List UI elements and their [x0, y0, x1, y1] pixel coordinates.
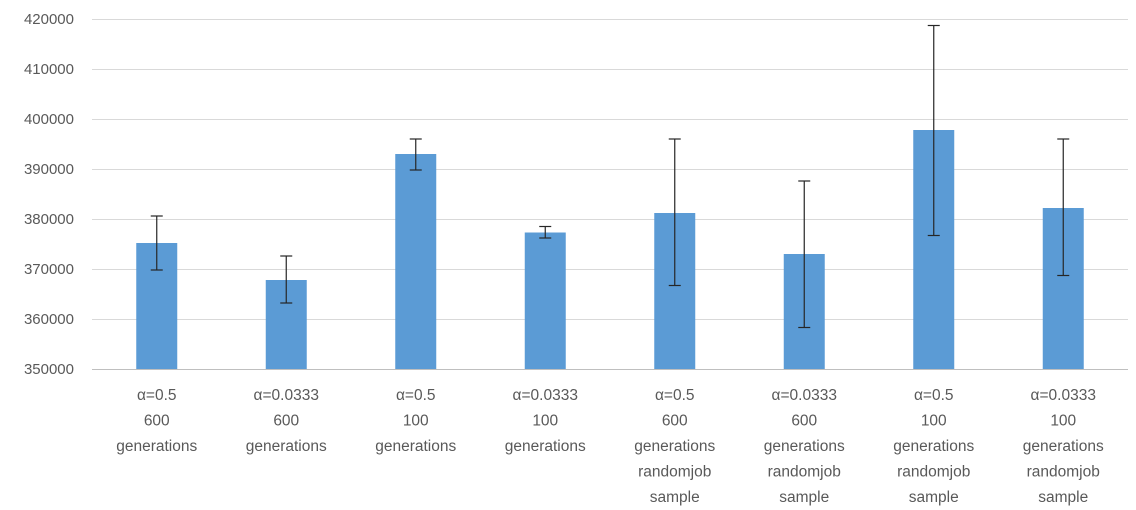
x-category-label-line: generations: [764, 438, 845, 455]
x-category-label: α=0.0333 100 generations: [505, 387, 586, 455]
x-category-label-line: generations: [375, 438, 456, 455]
y-tick-label: 350000: [24, 361, 74, 378]
x-category-label: α=0.0333 600 generations: [246, 387, 327, 455]
bars: [136, 130, 1084, 369]
bar: [524, 232, 566, 369]
x-category-label-line: randomjob: [1027, 464, 1100, 481]
x-category-label-line: randomjob: [897, 464, 970, 481]
y-tick-label: 380000: [24, 211, 74, 228]
x-category-label-line: generations: [116, 438, 197, 455]
x-category-label-line: randomjob: [638, 464, 711, 481]
x-category-label-line: α=0.0333: [513, 387, 578, 404]
x-category-label-line: 100: [532, 413, 558, 430]
x-category-label-line: generations: [505, 438, 586, 455]
x-category-label-line: 600: [273, 413, 299, 430]
error-bar: [409, 138, 422, 171]
y-tick-label: 420000: [24, 11, 74, 28]
gridlines: [92, 19, 1128, 370]
error-bar: [798, 180, 811, 329]
x-category-label: α=0.5 100 generations randomjob sample: [893, 387, 974, 506]
x-category-label-line: randomjob: [768, 464, 841, 481]
error-bar: [539, 225, 552, 239]
x-category-label: α=0.0333 100 generations randomjob sample: [1023, 387, 1104, 506]
x-category-label-line: α=0.0333: [1031, 387, 1096, 404]
x-category-label-line: α=0.0333: [254, 387, 319, 404]
bar: [395, 154, 437, 369]
x-category-label-line: sample: [909, 489, 959, 506]
error-bar: [280, 255, 293, 304]
x-category-label: α=0.5 600 generations randomjob sample: [634, 387, 715, 506]
error-bars: [150, 24, 1070, 329]
x-category-label-line: α=0.0333: [772, 387, 837, 404]
x-category-label-line: generations: [893, 438, 974, 455]
x-category-label-line: 600: [791, 413, 817, 430]
x-category-label-line: 100: [1050, 413, 1076, 430]
x-category-label-line: α=0.5: [914, 387, 954, 404]
x-category-label-line: generations: [634, 438, 715, 455]
y-tick-label: 410000: [24, 61, 74, 78]
x-category-label-line: α=0.5: [655, 387, 695, 404]
x-category-label-line: 600: [662, 413, 688, 430]
x-category-label-line: generations: [1023, 438, 1104, 455]
x-category-label: α=0.5 600 generations: [116, 387, 197, 455]
x-category-label-line: 600: [144, 413, 170, 430]
y-axis-tick-labels: 350000 360000 370000 380000 390000 400000 4100…: [24, 11, 74, 378]
x-axis-category-labels: α=0.5 600 generations α=0.0333 600 generation…: [116, 387, 1104, 506]
y-tick-label: 360000: [24, 311, 74, 328]
x-category-label-line: α=0.5: [137, 387, 177, 404]
error-bar: [927, 24, 940, 237]
x-category-label-line: sample: [1038, 489, 1088, 506]
x-category-label-line: 100: [921, 413, 947, 430]
x-category-label-line: 100: [403, 413, 429, 430]
y-tick-label: 400000: [24, 111, 74, 128]
error-bar: [1057, 138, 1070, 277]
x-category-label-line: α=0.5: [396, 387, 436, 404]
error-bar: [150, 215, 163, 271]
error-bar: [668, 138, 681, 287]
y-tick-label: 370000: [24, 261, 74, 278]
x-category-label: α=0.0333 600 generations randomjob sample: [764, 387, 845, 506]
x-category-label-line: generations: [246, 438, 327, 455]
x-category-label: α=0.5 100 generations: [375, 387, 456, 455]
x-category-label-line: sample: [650, 489, 700, 506]
x-category-label-line: sample: [779, 489, 829, 506]
y-tick-label: 390000: [24, 161, 74, 178]
